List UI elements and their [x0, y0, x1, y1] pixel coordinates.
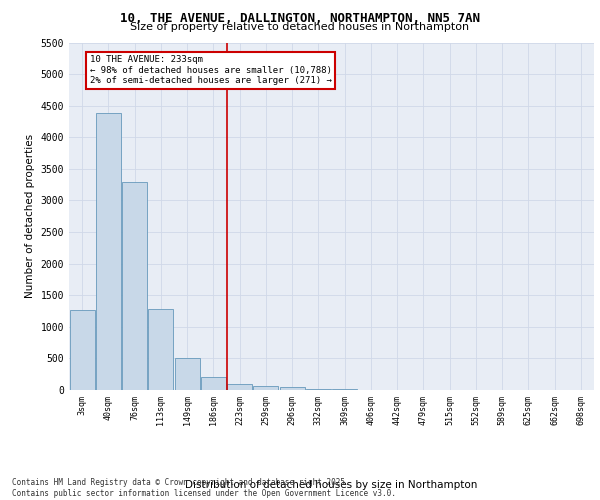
Bar	[306, 388, 331, 390]
Bar	[70, 310, 95, 390]
Bar	[280, 388, 305, 390]
Bar	[227, 384, 252, 390]
Text: 10 THE AVENUE: 233sqm
← 98% of detached houses are smaller (10,788)
2% of semi-d: 10 THE AVENUE: 233sqm ← 98% of detached …	[90, 55, 332, 85]
Text: 10, THE AVENUE, DALLINGTON, NORTHAMPTON, NN5 7AN: 10, THE AVENUE, DALLINGTON, NORTHAMPTON,…	[120, 12, 480, 26]
Bar	[175, 358, 200, 390]
Bar	[253, 386, 278, 390]
Text: Size of property relative to detached houses in Northampton: Size of property relative to detached ho…	[130, 22, 470, 32]
X-axis label: Distribution of detached houses by size in Northampton: Distribution of detached houses by size …	[185, 480, 478, 490]
Text: Contains HM Land Registry data © Crown copyright and database right 2025.
Contai: Contains HM Land Registry data © Crown c…	[12, 478, 396, 498]
Bar	[148, 309, 173, 390]
Bar	[96, 114, 121, 390]
Bar	[122, 182, 147, 390]
Bar	[201, 376, 226, 390]
Y-axis label: Number of detached properties: Number of detached properties	[25, 134, 35, 298]
